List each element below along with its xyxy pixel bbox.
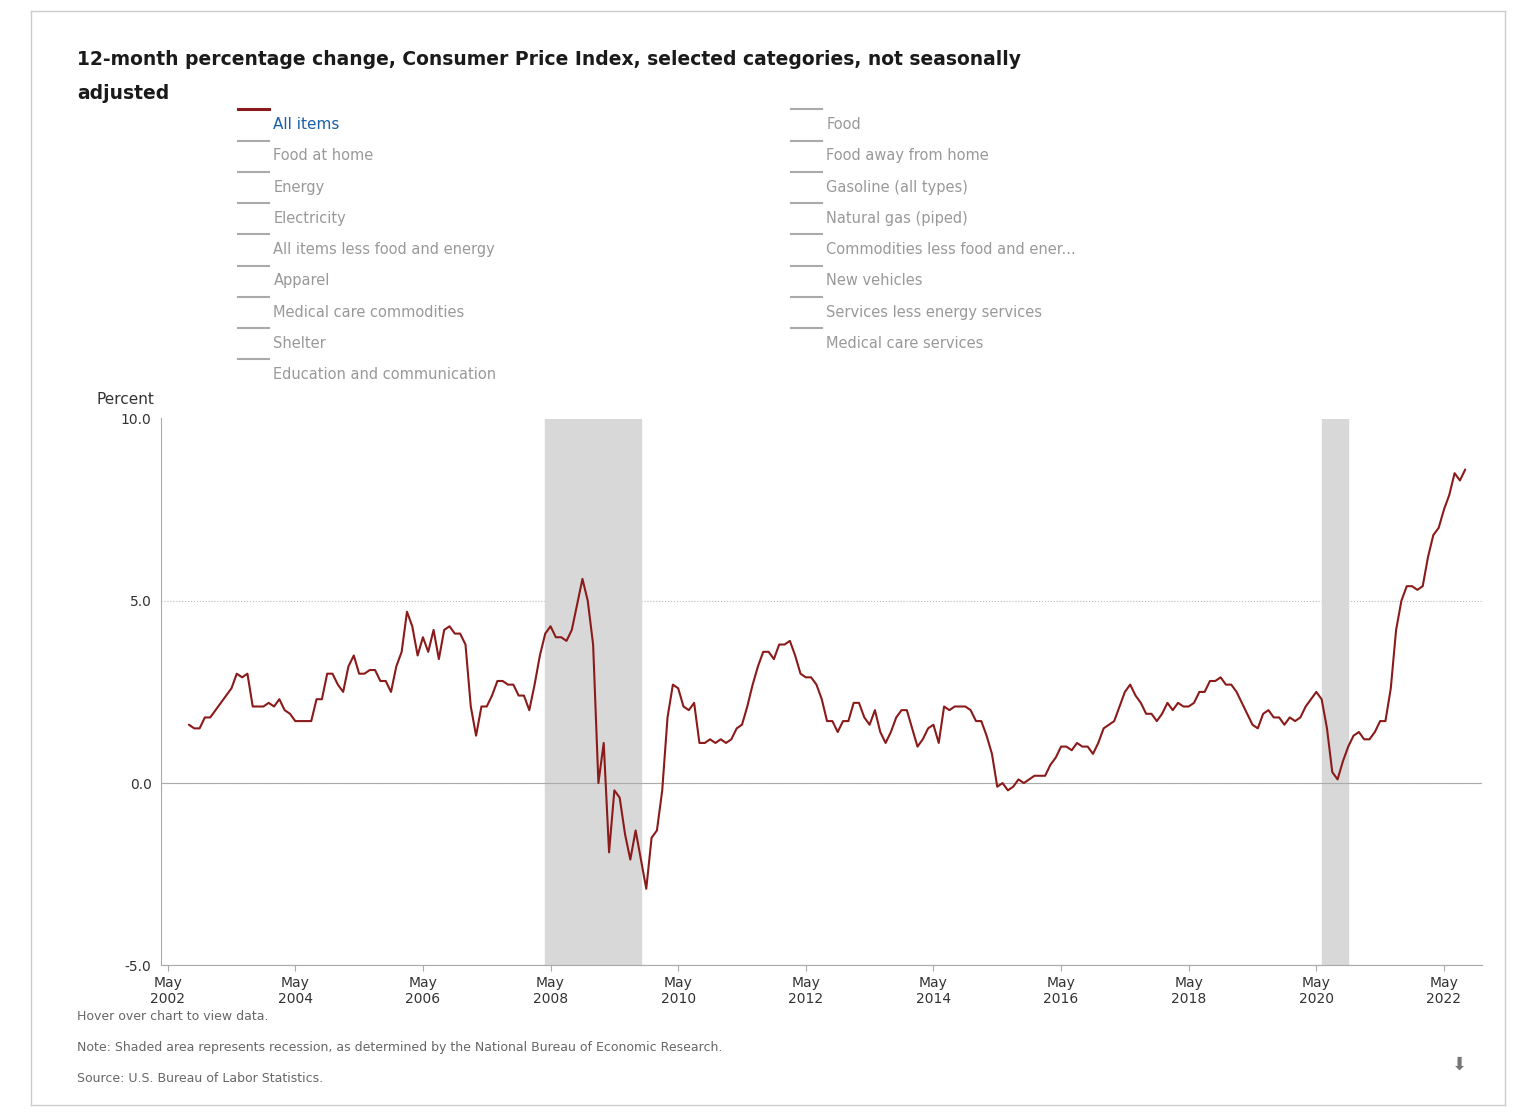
Text: Shelter: Shelter [273,336,326,350]
Text: Gasoline (all types): Gasoline (all types) [826,180,968,194]
Text: Food: Food [826,117,862,132]
Bar [545,418,641,965]
Text: Hover over chart to view data.: Hover over chart to view data. [77,1010,269,1023]
Text: adjusted: adjusted [77,84,169,103]
Text: Source: U.S. Bureau of Labor Statistics.: Source: U.S. Bureau of Labor Statistics. [77,1072,323,1086]
Text: Services less energy services: Services less energy services [826,305,1043,319]
Text: Apparel: Apparel [273,273,330,288]
Text: Note: Shaded area represents recession, as determined by the National Bureau of : Note: Shaded area represents recession, … [77,1041,722,1055]
Text: Food at home: Food at home [273,148,373,163]
Text: ⬇: ⬇ [1452,1056,1467,1074]
Text: New vehicles: New vehicles [826,273,923,288]
Text: Energy: Energy [273,180,324,194]
Text: Medical care commodities: Medical care commodities [273,305,465,319]
Text: Medical care services: Medical care services [826,336,983,350]
Text: Food away from home: Food away from home [826,148,989,163]
Text: All items: All items [273,117,339,132]
Text: 12-month percentage change, Consumer Price Index, selected categories, not seaso: 12-month percentage change, Consumer Pri… [77,50,1021,69]
Text: Percent: Percent [97,393,155,407]
Text: Natural gas (piped): Natural gas (piped) [826,211,968,225]
Text: Education and communication: Education and communication [273,367,496,382]
Text: All items less food and energy: All items less food and energy [273,242,495,257]
Bar [1321,418,1349,965]
Text: Commodities less food and ener...: Commodities less food and ener... [826,242,1077,257]
Text: Electricity: Electricity [273,211,346,225]
